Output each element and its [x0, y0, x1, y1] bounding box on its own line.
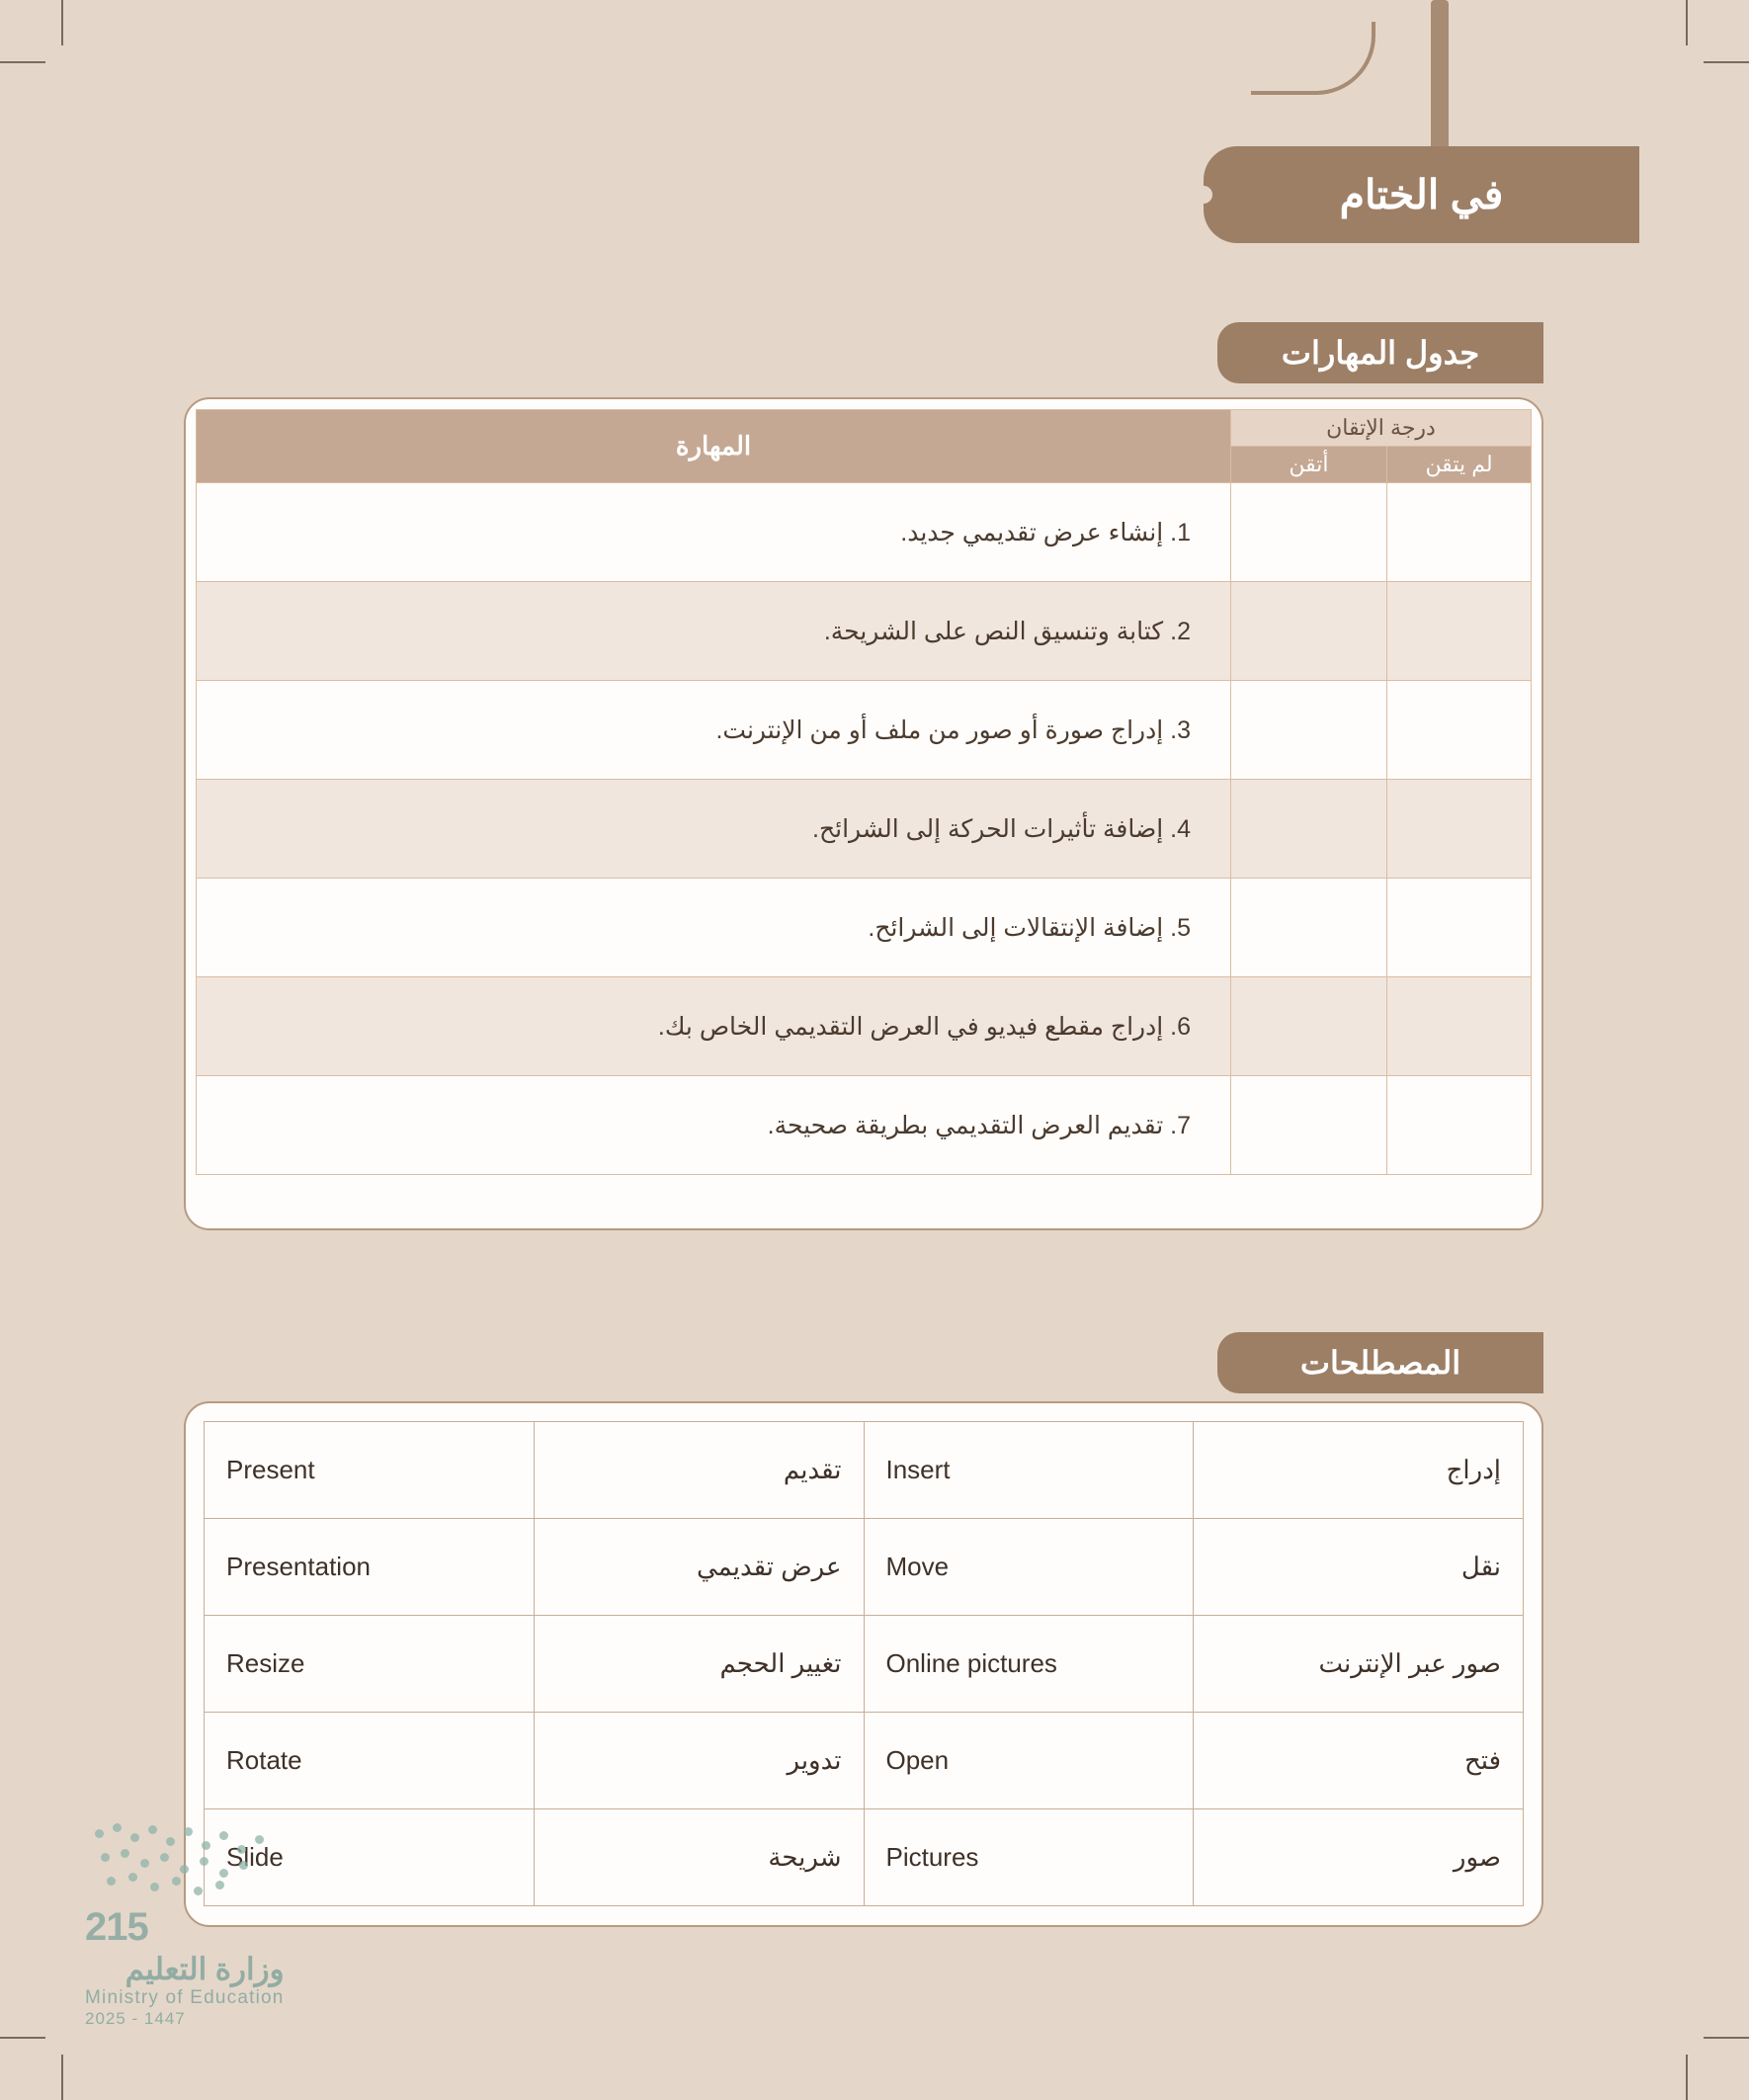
term-row-3-left-ar: تغيير الحجم — [533, 1615, 865, 1713]
table-row: فتح Open تدوير Rotate — [204, 1712, 1524, 1809]
cable-icon — [1251, 22, 1375, 95]
skill-5-not-mastered-checkbox[interactable] — [1386, 878, 1532, 977]
term-row-2-left-ar: عرض تقديمي — [533, 1518, 865, 1616]
skill-3-mastered-checkbox[interactable] — [1229, 680, 1388, 780]
skill-1-not-mastered-checkbox[interactable] — [1386, 482, 1532, 582]
table-row: 1. إنشاء عرض تقديمي جديد. — [196, 482, 1532, 582]
term-row-5-right-en: Pictures — [863, 1808, 1195, 1906]
skill-4-not-mastered-checkbox[interactable] — [1386, 779, 1532, 879]
table-row: نقل Move عرض تقديمي Presentation — [204, 1518, 1524, 1616]
ministry-logo: وزارة التعليم Ministry of Education 2025… — [85, 1952, 285, 2029]
dot-pattern-decoration — [95, 1823, 292, 1902]
term-row-5-right-ar: صور — [1193, 1808, 1524, 1906]
table-row: 3. إدراج صورة أو صور من ملف أو من الإنتر… — [196, 680, 1532, 780]
skills-header-row-1: درجة الإتقان المهارة — [196, 409, 1533, 483]
term-row-2-right-en: Move — [863, 1518, 1195, 1616]
skill-5-label: 5. إضافة الإنتقالات إلى الشرائح. — [196, 878, 1231, 977]
terms-section-title-label: المصطلحات — [1299, 1345, 1461, 1381]
skill-5-mastered-checkbox[interactable] — [1229, 878, 1388, 977]
crop-mark-top-right-v — [1686, 0, 1688, 45]
skill-3-not-mastered-checkbox[interactable] — [1386, 680, 1532, 780]
skills-section-title-label: جدول المهارات — [1281, 335, 1480, 371]
table-row: 6. إدراج مقطع فيديو في العرض التقديمي ال… — [196, 976, 1532, 1076]
table-row: 7. تقديم العرض التقديمي بطريقة صحيحة. — [196, 1075, 1532, 1175]
table-row: 4. إضافة تأثيرات الحركة إلى الشرائح. — [196, 779, 1532, 879]
skills-table: درجة الإتقان المهارة لم يتقن أتقن 1. إنش… — [196, 409, 1533, 1175]
terms-section-title: المصطلحات — [1217, 1332, 1543, 1393]
crop-mark-top-left-h — [0, 61, 45, 63]
skill-6-label: 6. إدراج مقطع فيديو في العرض التقديمي ال… — [196, 976, 1231, 1076]
skill-3-label: 3. إدراج صورة أو صور من ملف أو من الإنتر… — [196, 680, 1231, 780]
skill-4-mastered-checkbox[interactable] — [1229, 779, 1388, 879]
page-number: 215 — [85, 1905, 149, 1949]
skill-6-mastered-checkbox[interactable] — [1229, 976, 1388, 1076]
table-row: 2. كتابة وتنسيق النص على الشريحة. — [196, 581, 1532, 681]
skills-section-title: جدول المهارات — [1217, 322, 1543, 383]
crop-mark-bottom-right-v — [1686, 2055, 1688, 2100]
term-row-1-left-ar: تقديم — [533, 1421, 865, 1519]
skill-7-mastered-checkbox[interactable] — [1229, 1075, 1388, 1175]
skills-header-not-mastered: لم يتقن — [1386, 446, 1532, 483]
skill-7-label: 7. تقديم العرض التقديمي بطريقة صحيحة. — [196, 1075, 1231, 1175]
term-row-5-left-ar: شريحة — [533, 1808, 865, 1906]
skill-4-label: 4. إضافة تأثيرات الحركة إلى الشرائح. — [196, 779, 1231, 879]
term-row-4-left-ar: تدوير — [533, 1712, 865, 1809]
crop-mark-bottom-right-h — [1704, 2037, 1749, 2039]
chapter-title-label: في الختام — [1339, 172, 1504, 217]
term-row-3-right-ar: صور عبر الإنترنت — [1193, 1615, 1524, 1713]
skill-7-not-mastered-checkbox[interactable] — [1386, 1075, 1532, 1175]
terms-table-card: إدراج Insert تقديم Present نقل Move عرض … — [184, 1401, 1543, 1927]
term-row-1-right-ar: إدراج — [1193, 1421, 1524, 1519]
table-row: صور Pictures شريحة Slide — [204, 1808, 1524, 1906]
terms-table: إدراج Insert تقديم Present نقل Move عرض … — [204, 1421, 1524, 1906]
skills-header-mastery-group: درجة الإتقان — [1229, 409, 1533, 447]
table-row: إدراج Insert تقديم Present — [204, 1421, 1524, 1519]
skill-1-mastered-checkbox[interactable] — [1229, 482, 1388, 582]
skills-header-row-2: لم يتقن أتقن — [197, 446, 1532, 483]
edition-year: 2025 - 1447 — [85, 2009, 186, 2028]
term-row-3-left-en: Resize — [204, 1615, 535, 1713]
skill-2-mastered-checkbox[interactable] — [1229, 581, 1388, 681]
skill-2-not-mastered-checkbox[interactable] — [1386, 581, 1532, 681]
crop-mark-bottom-left-v — [61, 2055, 63, 2100]
term-row-2-right-ar: نقل — [1193, 1518, 1524, 1616]
skills-header-skill: المهارة — [196, 409, 1231, 483]
term-row-4-right-ar: فتح — [1193, 1712, 1524, 1809]
skills-header-mastered: أتقن — [1229, 446, 1388, 483]
table-row: صور عبر الإنترنت Online pictures تغيير ا… — [204, 1615, 1524, 1713]
crop-mark-top-left-v — [61, 0, 63, 45]
ministry-name-ar: وزارة التعليم — [125, 1952, 285, 1986]
term-row-5-left-en: Slide — [204, 1808, 535, 1906]
skill-1-label: 1. إنشاء عرض تقديمي جديد. — [196, 482, 1231, 582]
skill-6-not-mastered-checkbox[interactable] — [1386, 976, 1532, 1076]
term-row-4-right-en: Open — [863, 1712, 1195, 1809]
crop-mark-top-right-h — [1704, 61, 1749, 63]
term-row-4-left-en: Rotate — [204, 1712, 535, 1809]
skills-table-card: درجة الإتقان المهارة لم يتقن أتقن 1. إنش… — [184, 397, 1543, 1230]
term-row-1-left-en: Present — [204, 1421, 535, 1519]
table-row: 5. إضافة الإنتقالات إلى الشرائح. — [196, 878, 1532, 977]
term-row-3-right-en: Online pictures — [863, 1615, 1195, 1713]
ministry-name-en: Ministry of Education — [85, 1987, 285, 2008]
plug-prong-icon — [1431, 0, 1449, 150]
term-row-1-right-en: Insert — [863, 1421, 1195, 1519]
chapter-title: في الختام — [1204, 146, 1639, 243]
skill-2-label: 2. كتابة وتنسيق النص على الشريحة. — [196, 581, 1231, 681]
crop-mark-bottom-left-h — [0, 2037, 45, 2039]
term-row-2-left-en: Presentation — [204, 1518, 535, 1616]
